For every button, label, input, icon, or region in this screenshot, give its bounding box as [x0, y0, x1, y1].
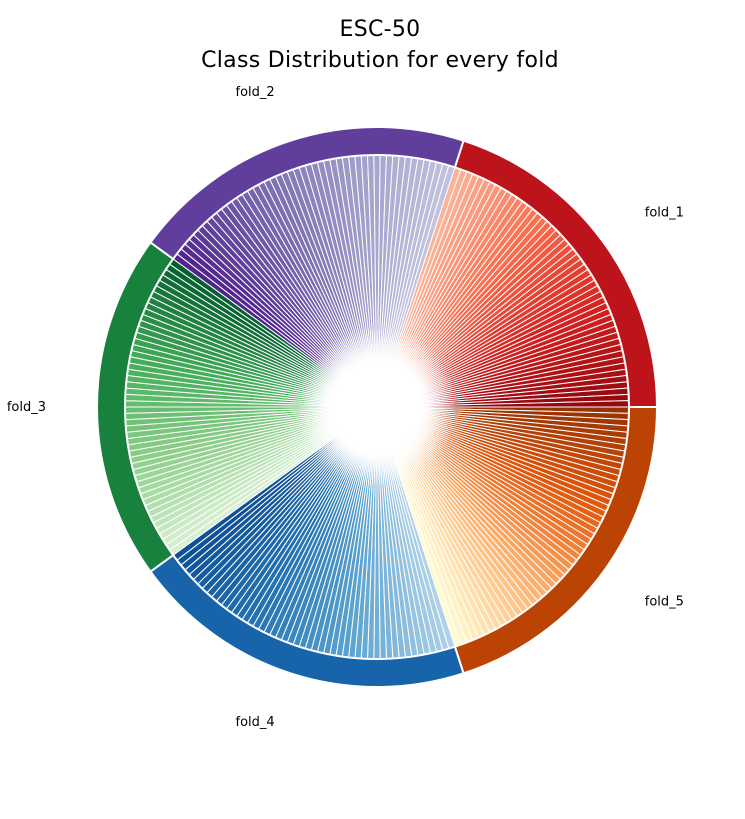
label-fold-2: fold_2	[236, 85, 275, 100]
outer-wedge-fold-2	[149, 126, 465, 261]
label-fold-5: fold_5	[645, 595, 684, 610]
outer-ring	[95, 126, 659, 688]
fold-labels: fold_1 fold_5 fold_4 fold_3 fold_2	[7, 85, 684, 730]
label-fold-1: fold_1	[645, 205, 684, 220]
label-fold-3: fold_3	[7, 400, 46, 415]
chart-subtitle: Class Distribution for every fold	[201, 48, 559, 73]
label-fold-4: fold_4	[236, 715, 275, 730]
center-glow	[297, 327, 457, 487]
chart-title: ESC-50	[339, 17, 421, 42]
chart-title-block: ESC-50 Class Distribution for every fold	[0, 14, 745, 76]
